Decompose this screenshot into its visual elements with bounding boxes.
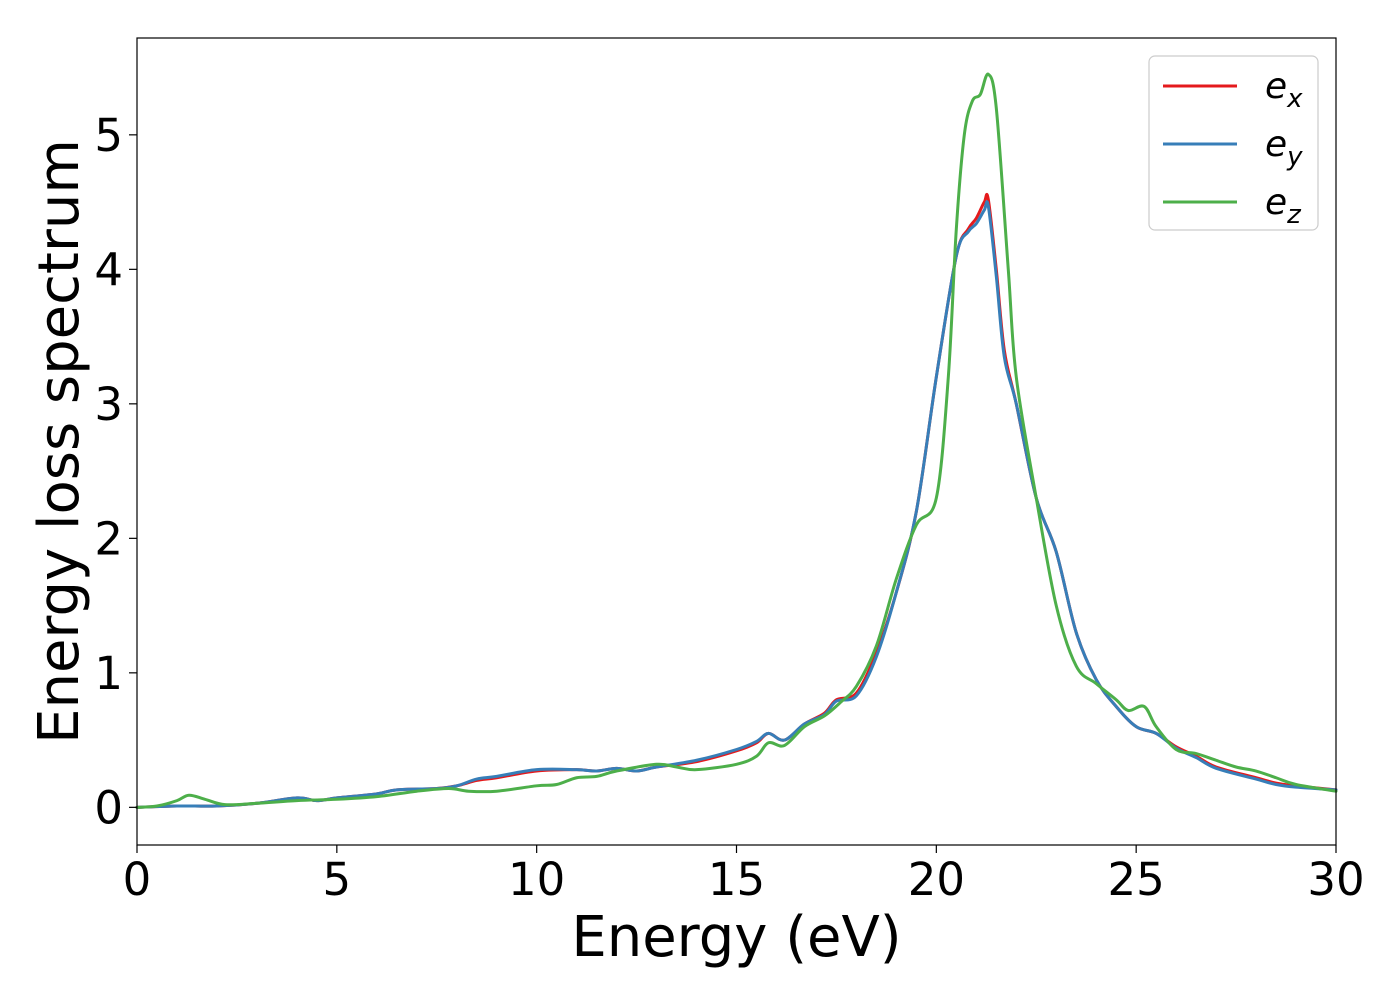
y-tick-label: 0: [94, 781, 123, 834]
y-tick-label: 4: [94, 243, 123, 296]
legend: ex ey ez: [1148, 55, 1319, 231]
x-tick-label: 15: [708, 853, 765, 906]
x-tick-label: 30: [1307, 853, 1364, 906]
legend-label-e-y: ey: [1265, 124, 1303, 172]
y-tick-label: 3: [94, 378, 123, 431]
axes: 0 5 10 15 20 25 30 0 1 2 3 4 5: [94, 109, 1364, 906]
y-tick-label: 1: [94, 647, 123, 700]
x-tick-label: 5: [323, 853, 352, 906]
x-tick-label: 25: [1108, 853, 1165, 906]
series-line-e-x: [135, 192, 1338, 809]
x-tick-label: 20: [908, 853, 965, 906]
x-tick-label: 0: [123, 853, 152, 906]
x-axis-label: Energy (eV): [571, 905, 901, 970]
series-line-e-z: [135, 72, 1338, 809]
legend-label-e-x: ex: [1265, 66, 1303, 114]
plot-area: [135, 72, 1338, 809]
y-tick-label: 2: [94, 512, 123, 565]
x-tick-label: 10: [508, 853, 565, 906]
y-tick-label: 5: [94, 109, 123, 162]
series-line-e-y: [135, 200, 1338, 809]
plot-frame: [136, 37, 1337, 846]
y-axis-label: Energy loss spectrum: [27, 139, 92, 744]
legend-label-e-z: ez: [1265, 182, 1302, 230]
